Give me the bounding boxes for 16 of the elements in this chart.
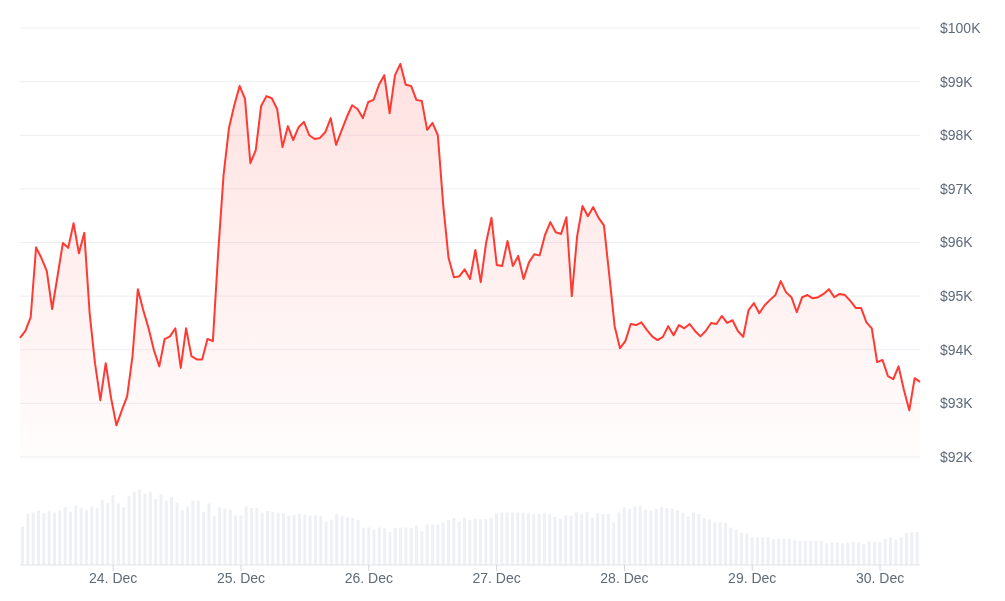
y-tick-label: $92K <box>940 448 974 465</box>
x-tick-label: 28. Dec <box>600 569 649 586</box>
x-tick-label: 27. Dec <box>472 569 521 586</box>
x-tick-label: 24. Dec <box>89 569 138 586</box>
y-tick-label: $99K <box>940 73 974 90</box>
y-tick-label: $100K <box>940 19 982 36</box>
y-tick-label: $93K <box>940 395 974 412</box>
x-tick-label: 29. Dec <box>728 569 777 586</box>
x-tick-label: 30. Dec <box>855 569 905 586</box>
y-tick-label: $98K <box>940 127 974 144</box>
y-tick-label: $94K <box>940 341 974 358</box>
x-tick-label: 26. Dec <box>344 569 393 586</box>
x-tick-label: 25. Dec <box>216 569 266 586</box>
y-tick-label: $95K <box>940 288 974 305</box>
y-tick-label: $97K <box>940 180 974 197</box>
y-tick-label: $96K <box>940 234 974 251</box>
